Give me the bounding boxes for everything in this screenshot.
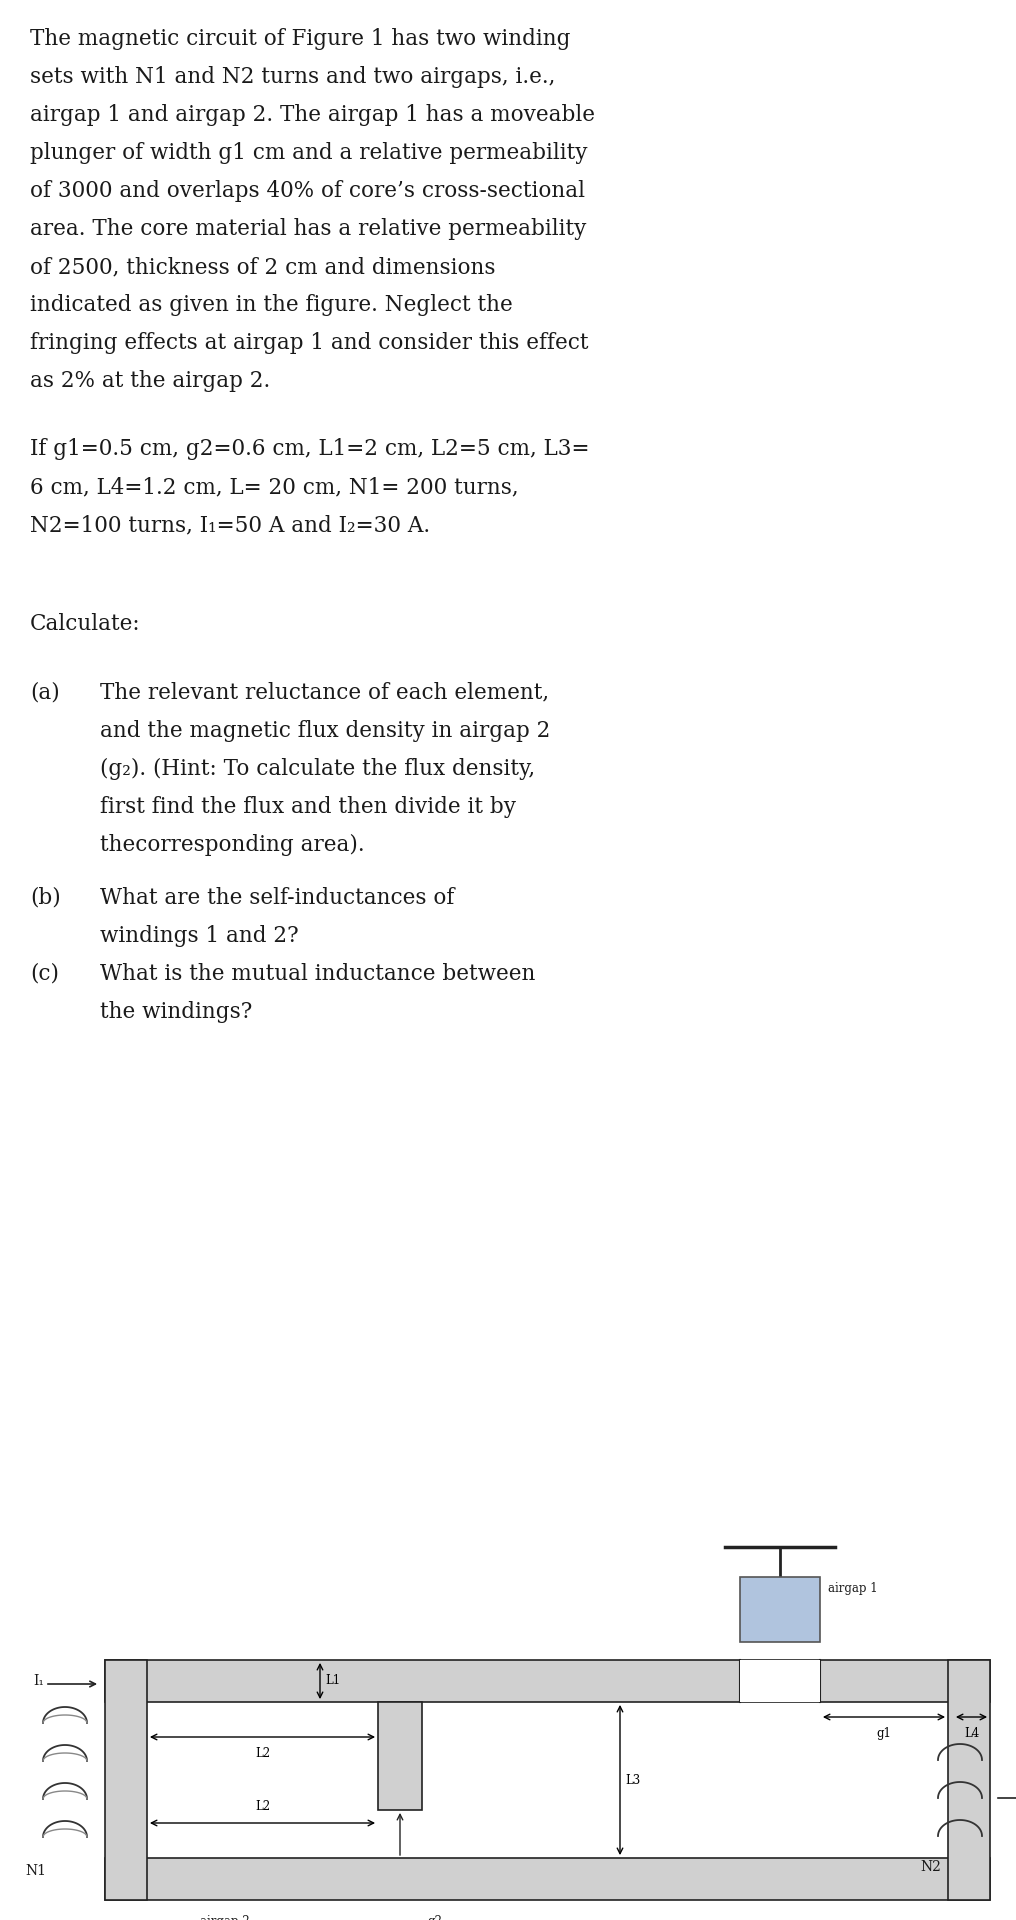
Bar (378, 1701, 422, 1811)
Text: The magnetic circuit of Figure 1 has two winding: The magnetic circuit of Figure 1 has two… (30, 29, 571, 50)
Text: as 2% at the airgap 2.: as 2% at the airgap 2. (30, 371, 270, 392)
Text: airgap 2: airgap 2 (200, 1914, 250, 1920)
Text: airgap 1: airgap 1 (828, 1582, 878, 1596)
Text: L3: L3 (625, 1774, 640, 1786)
Text: If g1=0.5 cm, g2=0.6 cm, L1=2 cm, L2=5 cm, L3=: If g1=0.5 cm, g2=0.6 cm, L1=2 cm, L2=5 c… (30, 438, 589, 461)
Text: (c): (c) (30, 962, 59, 985)
Text: and the magnetic flux density in airgap 2: and the magnetic flux density in airgap … (100, 720, 551, 741)
Text: I₁: I₁ (33, 1674, 44, 1688)
Bar (105, 1661, 990, 1701)
Text: What are the self-inductances of: What are the self-inductances of (100, 887, 454, 908)
Text: L1: L1 (325, 1674, 340, 1688)
Text: N1: N1 (25, 1864, 46, 1878)
Text: The relevant reluctance of each element,: The relevant reluctance of each element, (100, 682, 549, 703)
Text: fringing effects at airgap 1 and consider this effect: fringing effects at airgap 1 and conside… (30, 332, 588, 353)
Text: indicated as given in the figure. Neglect the: indicated as given in the figure. Neglec… (30, 294, 513, 317)
Bar (105, 1859, 990, 1901)
Text: airgap 1 and airgap 2. The airgap 1 has a moveable: airgap 1 and airgap 2. The airgap 1 has … (30, 104, 595, 127)
Text: of 2500, thickness of 2 cm and dimensions: of 2500, thickness of 2 cm and dimension… (30, 255, 496, 278)
Text: (b): (b) (30, 887, 61, 908)
Text: What is the mutual inductance between: What is the mutual inductance between (100, 962, 535, 985)
Text: g1: g1 (877, 1726, 891, 1740)
Text: L4: L4 (964, 1726, 979, 1740)
Text: sets with N1 and N2 turns and two airgaps, i.e.,: sets with N1 and N2 turns and two airgap… (30, 65, 556, 88)
Bar (105, 1661, 147, 1901)
Text: windings 1 and 2?: windings 1 and 2? (100, 925, 299, 947)
Text: plunger of width g1 cm and a relative permeability: plunger of width g1 cm and a relative pe… (30, 142, 587, 163)
Text: N2: N2 (920, 1860, 941, 1874)
Text: thecorresponding area).: thecorresponding area). (100, 833, 365, 856)
Text: 6 cm, L4=1.2 cm, L= 20 cm, N1= 200 turns,: 6 cm, L4=1.2 cm, L= 20 cm, N1= 200 turns… (30, 476, 518, 499)
Text: N2=100 turns, I₁=50 A and I₂=30 A.: N2=100 turns, I₁=50 A and I₂=30 A. (30, 515, 430, 536)
Text: first find the flux and then divide it by: first find the flux and then divide it b… (100, 795, 516, 818)
Text: area. The core material has a relative permeability: area. The core material has a relative p… (30, 219, 586, 240)
Text: the windings?: the windings? (100, 1000, 252, 1023)
Text: of 3000 and overlaps 40% of core’s cross-sectional: of 3000 and overlaps 40% of core’s cross… (30, 180, 585, 202)
Text: (a): (a) (30, 682, 60, 703)
Text: Calculate:: Calculate: (30, 612, 140, 636)
Bar (740, 1576, 820, 1642)
Text: (g₂). (Hint: To calculate the flux density,: (g₂). (Hint: To calculate the flux densi… (100, 758, 535, 780)
Bar (740, 1661, 820, 1701)
Bar (948, 1661, 990, 1901)
Text: L2: L2 (255, 1747, 270, 1761)
Text: L2: L2 (255, 1801, 270, 1812)
Text: g2: g2 (427, 1914, 442, 1920)
